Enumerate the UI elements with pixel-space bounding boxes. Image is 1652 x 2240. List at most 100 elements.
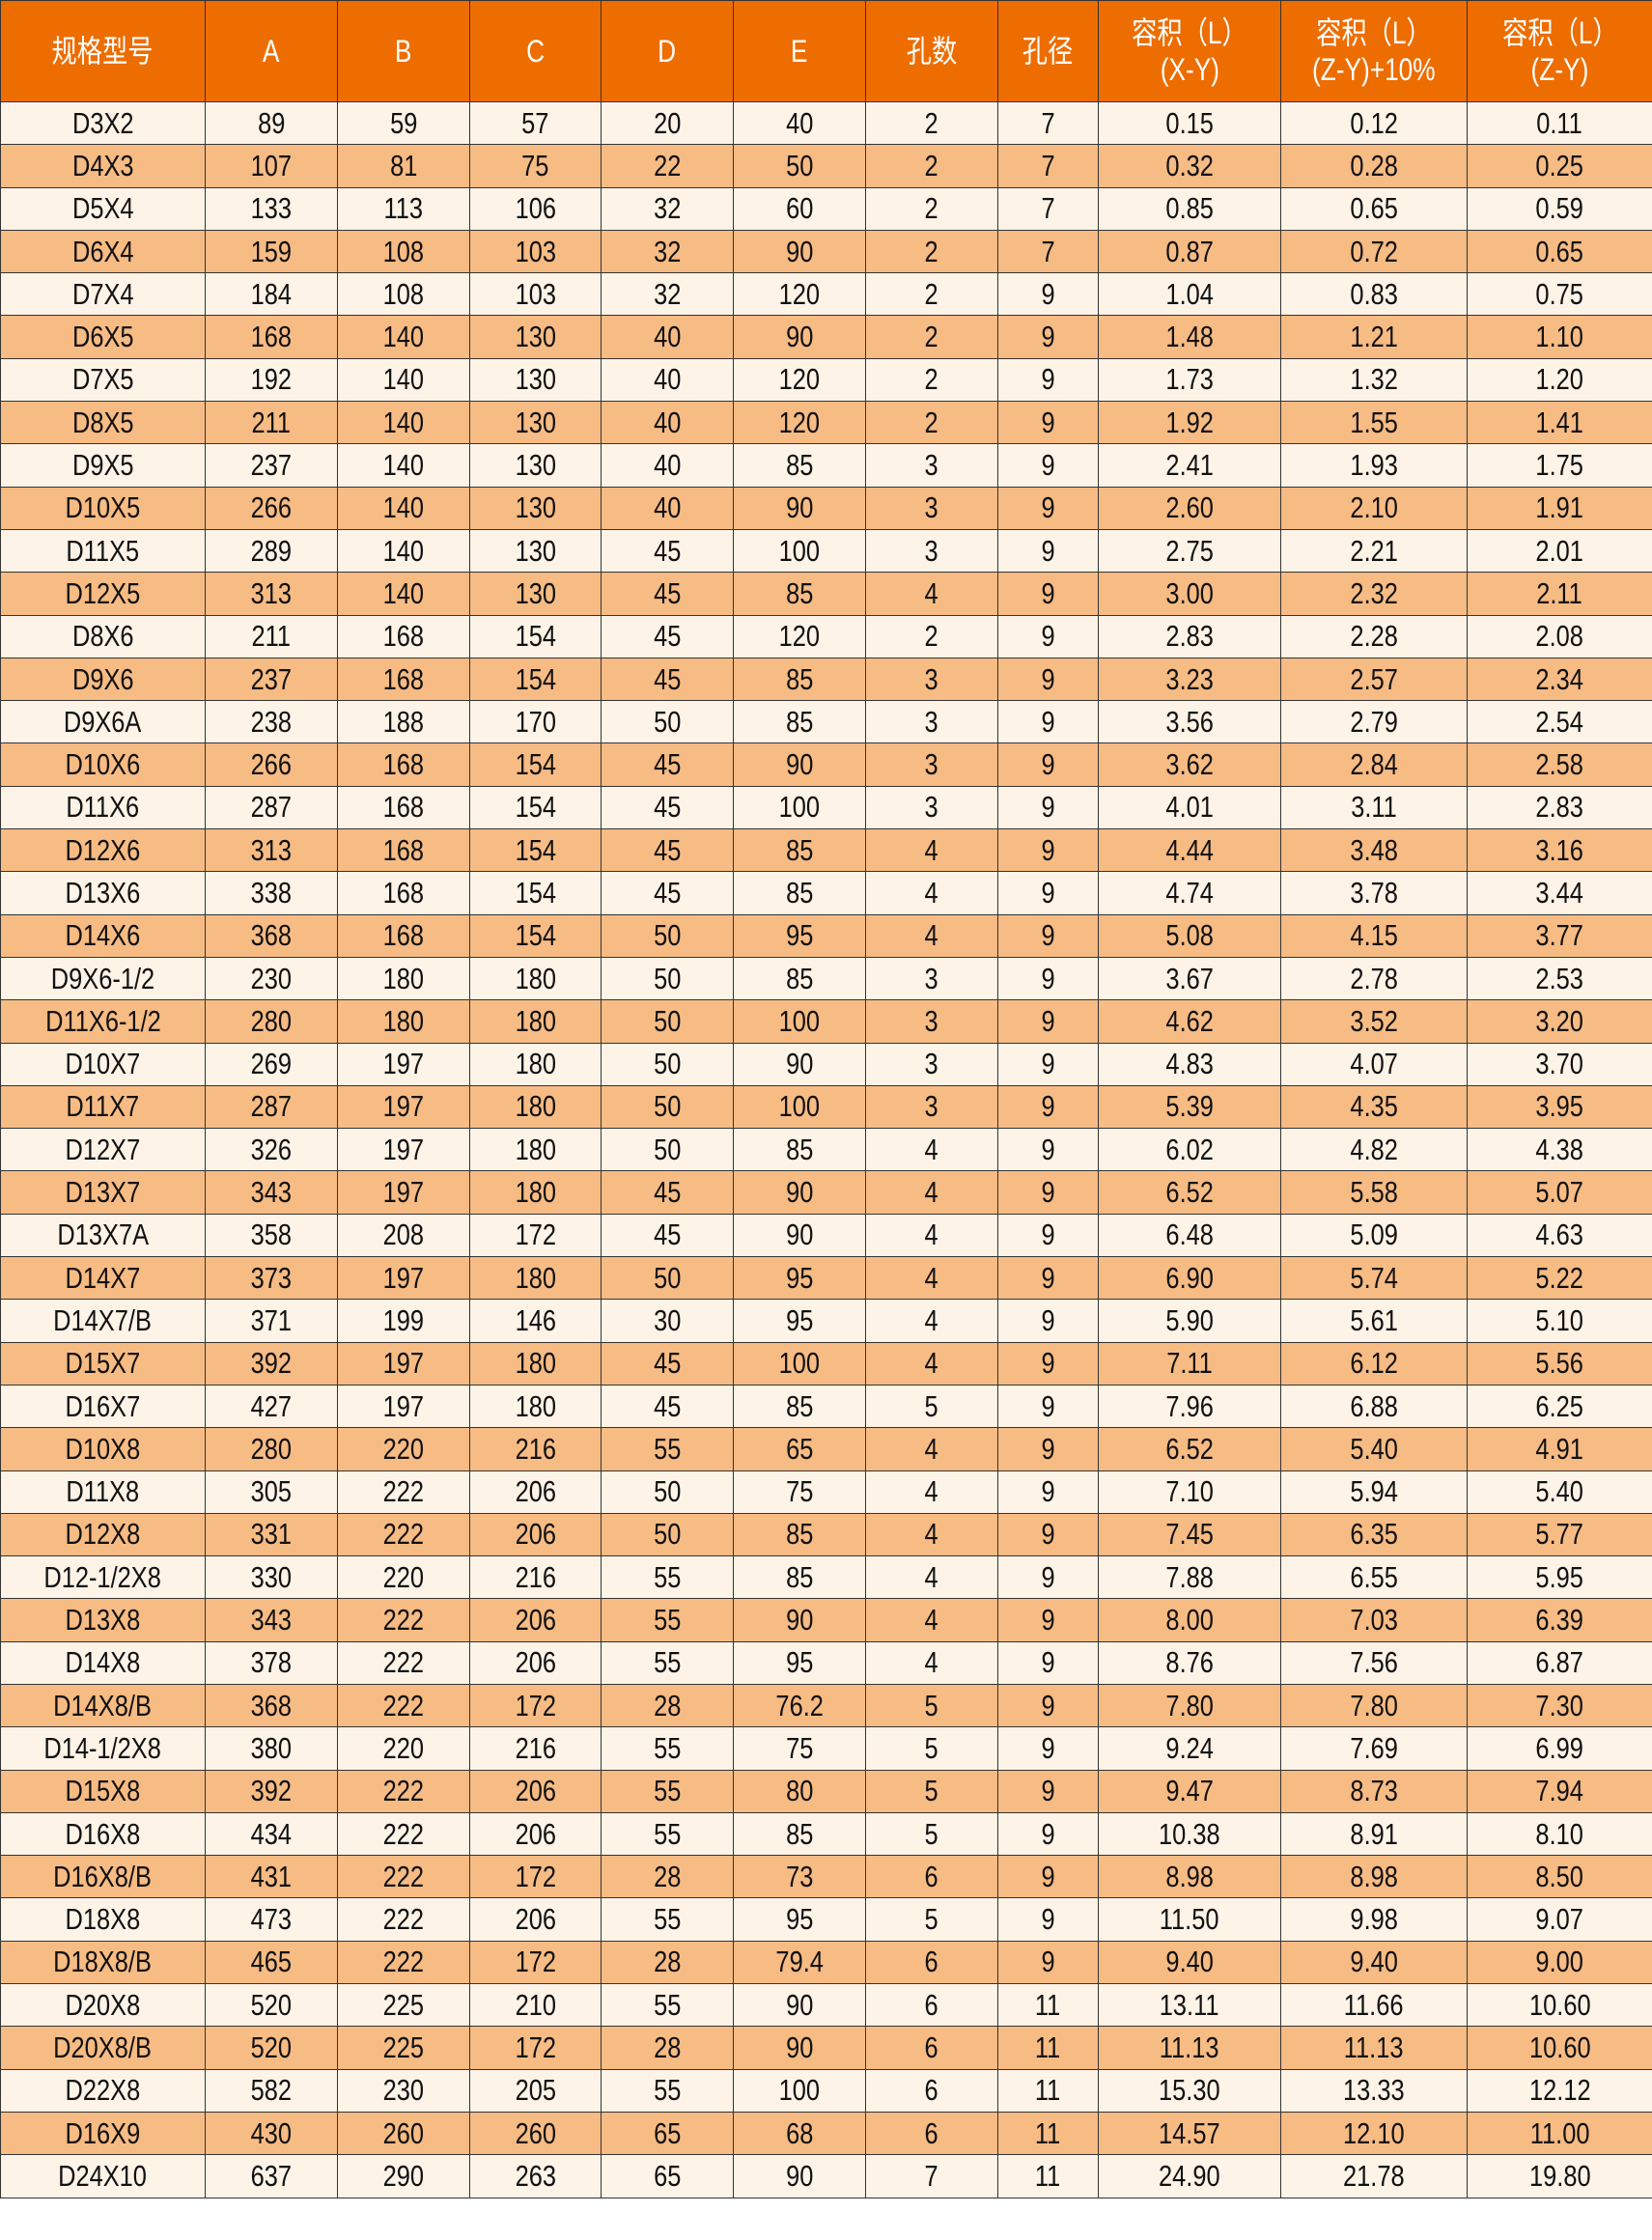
cell-volume-x-y: 0.32	[1098, 144, 1281, 188]
cell-volume-z-y: 12.12	[1467, 2068, 1652, 2113]
cell-hole-diameter: 9	[997, 443, 1099, 488]
cell-d: 55	[601, 1983, 734, 2028]
cell-hole-diameter: 11	[997, 2154, 1099, 2198]
cell-text: 5.56	[1535, 1346, 1584, 1381]
cell-hole-diameter: 7	[997, 144, 1099, 188]
cell-text: 4	[924, 1603, 939, 1638]
cell-d: 32	[601, 272, 734, 317]
cell-text: 120	[778, 362, 821, 397]
table-row: D7X5 192 140 130 40 120 2 9 1.73 1.32 1.20	[0, 357, 1652, 403]
cell-hole-count: 5	[865, 1726, 998, 1771]
cell-text: 0.87	[1165, 234, 1214, 268]
cell-c: 180	[469, 1384, 602, 1429]
cell-hole-count: 5	[865, 1811, 998, 1857]
cell-a: 287	[205, 1084, 338, 1130]
cell-hole-count: 4	[865, 1256, 998, 1301]
cell-hole-diameter: 9	[997, 528, 1099, 574]
cell-text: D12X5	[65, 575, 141, 610]
cell-text: 6.90	[1165, 1260, 1214, 1295]
cell-text: D12-1/2X8	[43, 1559, 162, 1594]
cell-text: 172	[515, 2030, 556, 2064]
cell-e: 90	[733, 1598, 866, 1642]
cell-text: 4	[924, 875, 939, 910]
cell-text: 154	[515, 875, 556, 910]
cell-e: 100	[733, 528, 866, 574]
cell-text: 180	[515, 1132, 556, 1166]
cell-text: 95	[785, 1902, 814, 1937]
table-row: D4X3 107 81 75 22 50 2 7 0.32 0.28 0.25	[0, 144, 1652, 188]
cell-text: 197	[382, 1388, 425, 1423]
cell-text: 3	[924, 790, 939, 825]
cell-text: 168	[382, 747, 425, 782]
cell-text: D13X7A	[57, 1218, 149, 1252]
cell-text: 3	[924, 1047, 939, 1081]
cell-a: 473	[205, 1897, 338, 1942]
cell-hole-count: 7	[865, 2154, 998, 2198]
cell-volume-z-y: 4.38	[1467, 1128, 1652, 1172]
cell-model: D3X2	[0, 100, 206, 146]
cell-volume-z-y-plus-10: 4.82	[1280, 1128, 1468, 1172]
cell-text: D11X6-1/2	[44, 1003, 161, 1038]
cell-text: 15.30	[1159, 2073, 1220, 2108]
cell-volume-z-y-plus-10: 1.32	[1280, 357, 1468, 403]
header-volume-x-y: 容积（L） (X-Y)	[1098, 0, 1281, 102]
cell-volume-z-y: 9.07	[1467, 1897, 1652, 1942]
cell-text: 0.25	[1535, 148, 1584, 182]
cell-d: 55	[601, 1897, 734, 1942]
cell-text: 5	[924, 1730, 939, 1765]
cell-volume-x-y: 9.40	[1098, 1940, 1281, 1985]
cell-hole-count: 3	[865, 657, 998, 702]
cell-volume-x-y: 6.02	[1098, 1128, 1281, 1172]
cell-b: 197	[337, 1256, 470, 1301]
cell-text: 140	[382, 448, 425, 483]
cell-c: 154	[469, 742, 602, 787]
cell-volume-z-y: 0.65	[1467, 229, 1652, 274]
cell-text: 266	[250, 490, 293, 525]
table-row: D12X6 313 168 154 45 85 4 9 4.44 3.48 3.16	[0, 828, 1652, 873]
cell-text: 4.01	[1165, 790, 1214, 825]
cell-text: 7.30	[1535, 1688, 1584, 1722]
cell-d: 20	[601, 100, 734, 146]
cell-text: D7X5	[71, 362, 134, 397]
cell-text: 1.41	[1535, 405, 1584, 439]
cell-a: 373	[205, 1256, 338, 1301]
cell-text: 260	[515, 2115, 556, 2150]
cell-hole-count: 2	[865, 357, 998, 403]
cell-e: 120	[733, 357, 866, 403]
cell-d: 28	[601, 1855, 734, 1899]
cell-model: D18X8/B	[0, 1940, 206, 1985]
cell-text: 159	[250, 234, 293, 268]
cell-hole-diameter: 9	[997, 999, 1099, 1044]
cell-b: 197	[337, 1170, 470, 1215]
cell-text: 7.10	[1165, 1474, 1214, 1509]
table-row: D16X7 427 197 180 45 85 5 9 7.96 6.88 6.25	[0, 1384, 1652, 1429]
table-row: D10X7 269 197 180 50 90 3 9 4.83 4.07 3.70	[0, 1042, 1652, 1086]
cell-text: 55	[653, 1559, 682, 1594]
cell-text: 222	[382, 1517, 425, 1552]
cell-volume-x-y: 8.00	[1098, 1598, 1281, 1642]
cell-text: 140	[382, 575, 425, 610]
cell-volume-z-y: 7.30	[1467, 1683, 1652, 1728]
cell-text: 107	[250, 148, 293, 182]
cell-e: 85	[733, 657, 866, 702]
cell-text: 12.12	[1528, 2073, 1591, 2108]
cell-text: 154	[515, 790, 556, 825]
cell-b: 222	[337, 1470, 470, 1514]
cell-c: 172	[469, 1213, 602, 1258]
cell-hole-diameter: 9	[997, 1640, 1099, 1685]
cell-e: 120	[733, 614, 866, 658]
cell-d: 30	[601, 1299, 734, 1343]
cell-text: 85	[785, 661, 814, 696]
cell-b: 180	[337, 956, 470, 1001]
cell-text: D9X6A	[64, 704, 142, 739]
cell-text: 21.78	[1343, 2158, 1405, 2193]
cell-text: 290	[382, 2158, 425, 2193]
cell-hole-count: 4	[865, 1640, 998, 1685]
cell-text: 2	[924, 405, 939, 439]
cell-text: 45	[653, 1175, 682, 1210]
cell-text: 7.11	[1166, 1346, 1213, 1381]
cell-d: 55	[601, 1726, 734, 1771]
cell-e: 90	[733, 1042, 866, 1086]
cell-hole-count: 4	[865, 1299, 998, 1343]
cell-text: 2.11	[1536, 575, 1583, 610]
